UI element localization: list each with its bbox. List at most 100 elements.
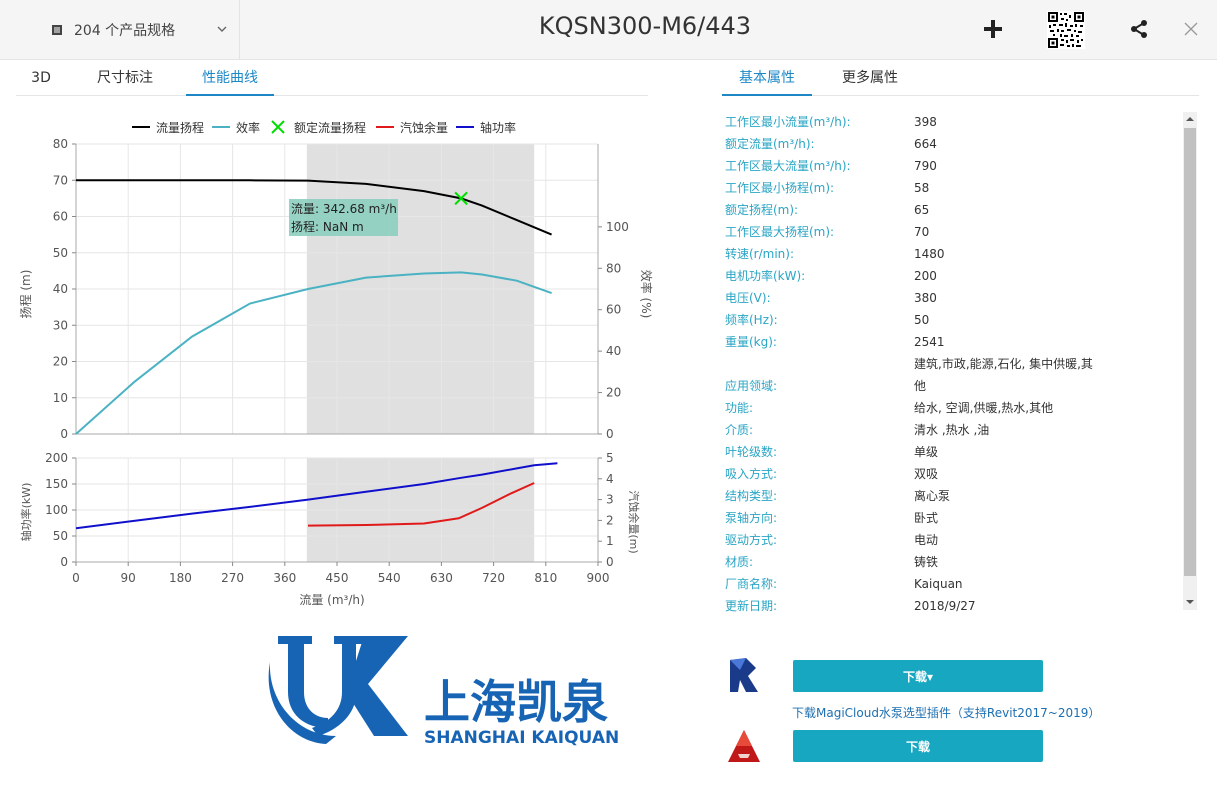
property-row: 结构类型: 离心泵 (725, 485, 1175, 507)
autocad-icon (728, 730, 760, 762)
property-row: 应用领域: 建筑,市政,能源,石化, 集中供暖,其他 (725, 353, 1175, 397)
x-tick-label: 810 (534, 571, 557, 585)
property-row: 工作区最小扬程(m): 58 (725, 177, 1175, 199)
property-value: 电动 (914, 533, 939, 547)
properties-list: 工作区最小流量(m³/h): 398 额定流量(m³/h): 664 工作区最大流量(m… (725, 111, 1175, 617)
chart-legend: 流量扬程 效率 额定流量扬程 汽蚀余量 轴功率 (132, 120, 516, 135)
property-row: 材质: 铸铁 (725, 551, 1175, 573)
legend-npsh[interactable]: 汽蚀余量 (400, 120, 448, 135)
tooltip-flow: 流量: 342.68 m³/h (291, 202, 397, 216)
property-value: 2541 (914, 335, 945, 349)
property-label: 额定扬程(m): (725, 203, 799, 217)
y2-tick-label: 1 (606, 534, 614, 548)
y2-tick-label: 4 (606, 472, 614, 486)
scroll-down-icon[interactable] (1186, 599, 1194, 605)
flow-axis-label: 流量 (m³/h) (299, 593, 364, 607)
tab-more-properties[interactable]: 更多属性 (842, 70, 898, 86)
property-value: 双吸 (914, 467, 939, 481)
rated-point-marker (454, 191, 468, 206)
y2-tick-label: 80 (606, 261, 621, 275)
y-tick-label: 10 (53, 391, 68, 405)
property-value: 398 (914, 115, 937, 129)
x-tick-label: 450 (326, 571, 349, 585)
property-value: 卧式 (914, 511, 939, 525)
property-label: 厂商名称: (725, 577, 778, 591)
series-line (307, 482, 535, 527)
logo-en: SHANGHAI KAIQUAN (424, 728, 619, 748)
x-tick-label: 0 (72, 571, 80, 585)
legend-rated[interactable]: 额定流量扬程 (294, 120, 366, 135)
y2-tick-label: 2 (606, 513, 614, 527)
property-value: 790 (914, 159, 937, 173)
npsh-axis-label: 汽蚀余量(m) (627, 490, 641, 553)
share-icon (1131, 20, 1147, 38)
property-row: 额定扬程(m): 65 (725, 199, 1175, 221)
head-efficiency-plot[interactable]: 0 10 20 30 40 50 60 70 80 0 20 40 60 80 100 (53, 137, 629, 441)
share-button[interactable] (1124, 14, 1154, 44)
spec-selector[interactable]: 204 个产品规格 (36, 0, 240, 60)
tab-3d[interactable]: 3D (31, 70, 51, 86)
property-label: 叶轮级数: (725, 445, 778, 459)
legend-rated-swatch (271, 120, 285, 134)
property-value: 1480 (914, 247, 945, 261)
scroll-up-icon[interactable] (1186, 116, 1194, 122)
property-row: 工作区最大流量(m³/h): 790 (725, 155, 1175, 177)
property-row: 泵轴方向: 卧式 (725, 507, 1175, 529)
chart-tooltip: 流量: 342.68 m³/h 扬程: NaN m (289, 199, 398, 236)
plus-icon (984, 20, 1002, 38)
series-line (75, 271, 552, 435)
efficiency-axis-label: 效率 (%) (639, 270, 654, 319)
power-axis-label: 轴功率(kW) (19, 483, 33, 542)
property-label: 工作区最大流量(m³/h): (725, 159, 851, 173)
properties-scrollbar[interactable] (1183, 112, 1197, 610)
add-button[interactable] (978, 14, 1008, 44)
property-label: 转速(r/min): (725, 247, 795, 261)
performance-chart: 流量扬程 效率 额定流量扬程 汽蚀余量 轴功率 0102030405060708… (18, 120, 654, 607)
tab-performance-curve[interactable]: 性能曲线 (186, 62, 274, 96)
x-tick-label: 180 (169, 571, 192, 585)
property-row: 电机功率(kW): 200 (725, 265, 1175, 287)
y2-tick-label: 0 (606, 555, 614, 569)
autocad-download-button[interactable]: 下载 (793, 730, 1043, 762)
property-label: 更新日期: (725, 599, 778, 613)
property-label: 重量(kg): (725, 335, 777, 349)
tab-dimensions[interactable]: 尺寸标注 (97, 70, 153, 86)
y-tick-label: 70 (53, 173, 68, 187)
y-tick-label: 150 (45, 477, 68, 491)
logo-cn: 上海凯泉 (424, 675, 608, 729)
legend-power[interactable]: 轴功率 (480, 120, 516, 135)
property-label: 电压(V): (725, 291, 771, 305)
x-tick-label: 360 (273, 571, 296, 585)
y2-tick-label: 0 (606, 427, 614, 441)
property-row: 频率(Hz): 50 (725, 309, 1175, 331)
property-value: 58 (914, 181, 930, 195)
y-tick-label: 200 (45, 451, 68, 465)
property-value: 建筑,市政,能源,石化, 集中供暖,其他 (914, 357, 1093, 393)
close-button[interactable] (1176, 14, 1206, 44)
x-tick-label: 720 (482, 571, 505, 585)
tooltip-box (289, 199, 398, 236)
revit-plugin-link[interactable]: 下载MagiCloud水泵选型插件（支持Revit2017~2019） (792, 706, 1101, 720)
qr-code-icon[interactable] (1047, 11, 1085, 49)
property-label: 驱动方式: (725, 533, 778, 547)
series-line (75, 462, 558, 530)
y-tick-label: 40 (53, 282, 68, 296)
property-row: 工作区最大扬程(m): 70 (725, 221, 1175, 243)
tab-basic-properties[interactable]: 基本属性 (722, 62, 812, 96)
property-row: 介质: 清水 ,热水 ,油 (725, 419, 1175, 441)
property-label: 结构类型: (725, 489, 778, 503)
property-row: 更新日期: 2018/9/27 (725, 595, 1175, 617)
close-icon (1184, 22, 1198, 36)
property-label: 材质: (725, 555, 754, 569)
legend-efficiency[interactable]: 效率 (236, 120, 260, 135)
property-value: 664 (914, 137, 937, 151)
property-tabs: 基本属性 更多属性 (722, 62, 1199, 96)
scroll-thumb[interactable] (1184, 128, 1196, 576)
legend-head[interactable]: 流量扬程 (156, 120, 204, 135)
property-row: 工作区最小流量(m³/h): 398 (725, 111, 1175, 133)
revit-download-button[interactable]: 下载▾ (793, 660, 1043, 692)
y2-tick-label: 3 (606, 493, 614, 507)
x-tick-label: 90 (121, 571, 136, 585)
property-value: 50 (914, 313, 930, 327)
